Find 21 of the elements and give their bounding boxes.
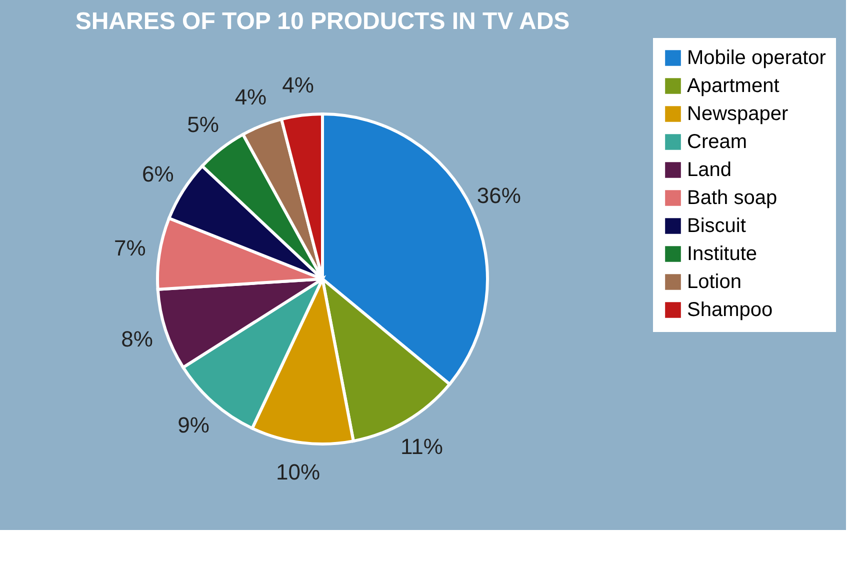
legend-label: Cream [687,131,748,153]
legend-label: Institute [687,243,758,265]
legend-label: Land [687,159,732,181]
legend-label: Mobile operator [687,47,826,69]
legend-label: Shampoo [687,299,773,321]
data-label: 36% [476,182,521,208]
legend-label: Lotion [687,271,742,293]
data-label: 10% [276,459,320,484]
chart-title: SHARES OF TOP 10 PRODUCTS IN TV ADS [75,8,570,35]
legend-label: Newspaper [687,103,788,125]
data-label: 11% [400,434,443,459]
legend-label: Apartment [687,75,780,97]
legend-label: Biscuit [687,215,746,237]
data-label: 9% [178,412,210,438]
data-label: 6% [142,162,174,187]
data-label: 7% [114,235,146,260]
data-label: 5% [187,112,219,137]
data-label: 4% [282,72,314,98]
data-label: 8% [121,326,153,352]
legend-label: Bath soap [687,187,778,209]
data-label: 4% [234,84,267,110]
